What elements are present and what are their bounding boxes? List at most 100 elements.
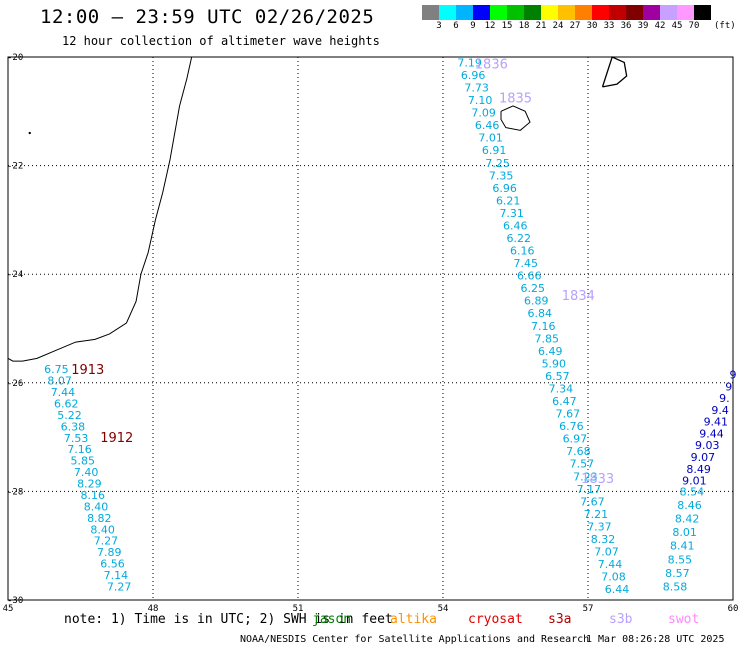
page-subtitle: 12 hour collection of altimeter wave hei… xyxy=(62,34,380,48)
page-title: 12:00 – 23:59 UTC 02/26/2025 xyxy=(40,6,375,28)
lat-tick-label: -20 xyxy=(7,53,23,63)
legend-satellite-s3a: s3a xyxy=(548,612,572,627)
color-scale xyxy=(422,5,711,20)
wave-height-value: 6.16 xyxy=(510,245,535,258)
color-scale-label: 12 xyxy=(484,21,496,31)
wave-height-value: 7.16 xyxy=(67,443,92,456)
wave-height-value: 6.56 xyxy=(100,558,125,571)
wave-height-value: 6.22 xyxy=(506,232,531,245)
lon-tick-label: 57 xyxy=(583,604,594,614)
orbit-number-label: 1912 xyxy=(100,431,133,446)
color-scale-swatch xyxy=(524,5,541,20)
color-scale-swatch xyxy=(558,5,575,20)
color-scale-swatch xyxy=(507,5,524,20)
lat-tick-label: -24 xyxy=(7,270,23,280)
color-scale-swatch xyxy=(694,5,711,20)
color-scale-swatch xyxy=(626,5,643,20)
wave-height-value: 5.22 xyxy=(57,409,82,422)
lon-tick-label: 60 xyxy=(728,604,739,614)
wave-height-value: 6.75 xyxy=(44,363,69,376)
wave-height-value: 9 xyxy=(730,369,737,382)
orbit-number-label: 1835 xyxy=(499,92,532,107)
color-scale-label: 33 xyxy=(603,21,615,31)
wave-height-value: 6.96 xyxy=(461,69,486,82)
wave-height-value: 6.62 xyxy=(54,398,79,411)
color-scale-label: 42 xyxy=(654,21,666,31)
wave-height-value: 6.25 xyxy=(521,282,546,295)
lon-tick-label: 48 xyxy=(148,604,159,614)
wave-height-value: 6.44 xyxy=(605,583,630,596)
wave-height-value: 7.73 xyxy=(464,82,489,95)
color-scale-label: 9 xyxy=(470,21,476,31)
color-scale-swatch xyxy=(677,5,694,20)
wave-height-value: 9.4 xyxy=(711,404,729,417)
map-frame xyxy=(7,56,734,601)
wave-height-value: 7.27 xyxy=(107,580,132,593)
color-scale-swatch xyxy=(660,5,677,20)
lat-tick-label: -26 xyxy=(7,379,23,389)
wave-height-value: 8.01 xyxy=(672,526,697,539)
reunion-island-outline xyxy=(500,105,531,131)
wave-height-value: 6.46 xyxy=(503,219,528,232)
wave-height-value: 6.49 xyxy=(538,345,563,358)
wave-height-value: 7.23 xyxy=(573,470,598,483)
wave-height-value: 7.37 xyxy=(587,520,612,533)
color-scale-label: 70 xyxy=(688,21,700,31)
wave-height-value: 8.54 xyxy=(680,485,705,498)
color-scale-label: 3 xyxy=(436,21,442,31)
wave-height-value: 8.40 xyxy=(84,500,109,513)
wave-height-value: 8.57 xyxy=(665,567,690,580)
wave-height-value: 7.31 xyxy=(499,207,524,220)
wave-height-value: 8.07 xyxy=(47,375,72,388)
wave-height-value: 6.76 xyxy=(559,420,584,433)
wave-height-value: 8.49 xyxy=(686,463,711,476)
color-scale-label: 36 xyxy=(620,21,632,31)
color-scale-swatch xyxy=(456,5,473,20)
color-scale-unit: (ft) xyxy=(714,21,736,31)
orbit-number-label: 1833 xyxy=(581,472,614,487)
lon-tick-label: 51 xyxy=(293,604,304,614)
color-scale-swatch xyxy=(541,5,558,20)
wave-height-value: 8.41 xyxy=(670,540,695,553)
wave-height-value: 7.01 xyxy=(478,132,503,145)
mauritius-island-outline xyxy=(601,56,628,88)
wave-height-value: 9.41 xyxy=(704,416,729,429)
footer-credit: NOAA/NESDIS Center for Satellite Applica… xyxy=(240,634,590,645)
color-scale-swatch xyxy=(422,5,439,20)
footer-timestamp: 1 Mar 08:26:28 UTC 2025 xyxy=(586,634,725,645)
wave-height-value: 6.66 xyxy=(517,270,542,283)
wave-height-value: 7.57 xyxy=(570,458,595,471)
wave-height-value: 5.90 xyxy=(542,357,567,370)
wave-height-value: 8.46 xyxy=(677,499,702,512)
wave-height-value: 7.67 xyxy=(580,495,605,508)
wave-height-value: 7.44 xyxy=(598,558,623,571)
wave-height-value: 9.01 xyxy=(682,475,707,488)
color-scale-label: 30 xyxy=(586,21,598,31)
wave-height-value: 7.85 xyxy=(535,332,560,345)
wave-height-value: 7.16 xyxy=(531,320,556,333)
wave-height-value: 8.16 xyxy=(80,489,105,502)
wave-height-value: 7.14 xyxy=(104,569,129,582)
lat-tick-label: -30 xyxy=(7,596,23,606)
wave-height-value: 7.10 xyxy=(468,94,493,107)
wave-height-value: 7.09 xyxy=(471,107,496,120)
wave-height-value: 5.85 xyxy=(71,455,96,468)
wave-height-value: 6.46 xyxy=(475,119,500,132)
wave-height-value: 6.47 xyxy=(552,395,577,408)
color-scale-label: 45 xyxy=(671,21,683,31)
legend-satellite-cryosat: cryosat xyxy=(468,612,523,627)
wave-height-value: 8.42 xyxy=(675,513,700,526)
wave-height-value: 8.58 xyxy=(663,580,688,593)
wave-height-value: 7.89 xyxy=(97,546,122,559)
wave-height-value: 6.96 xyxy=(492,182,517,195)
color-scale-label: 6 xyxy=(453,21,459,31)
wave-height-value: 7.67 xyxy=(556,408,581,421)
wave-height-value: 8.40 xyxy=(90,523,115,536)
wave-height-value: 9 xyxy=(725,380,732,393)
wave-height-value: 6.89 xyxy=(524,295,549,308)
wave-height-value: 7.44 xyxy=(51,386,76,399)
lon-tick-label: 54 xyxy=(438,604,449,614)
wave-height-value: 7.21 xyxy=(584,508,609,521)
legend-satellite-swot: swot xyxy=(668,612,700,627)
